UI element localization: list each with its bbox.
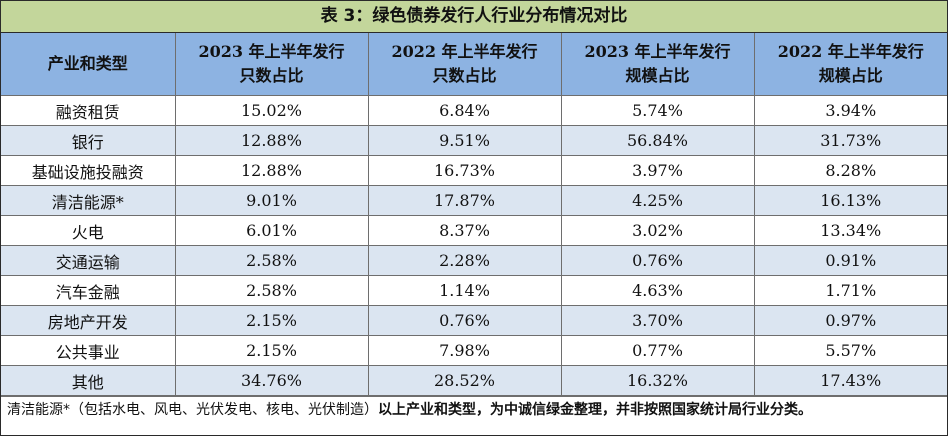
table-row: 银行 12.88% 9.51% 56.84% 31.73% [1,125,947,156]
header-col2: 2022 年上半年发行 只数占比 [367,33,562,96]
row-cell: 16.13% [753,185,947,216]
row-cell: 3.70% [560,305,755,336]
row-cell: 0.76% [367,305,562,336]
table-row: 基础设施投融资 12.88% 16.73% 3.97% 8.28% [1,155,947,186]
table-row: 火电 6.01% 8.37% 3.02% 13.34% [1,215,947,246]
row-cell: 15.02% [174,95,369,126]
header-col3-line2: 规模占比 [625,66,690,85]
row-cell: 13.34% [753,215,947,246]
row-cell: 17.43% [753,365,947,396]
row-category: 其他 [1,365,176,396]
row-cell: 3.02% [560,215,755,246]
table-row: 房地产开发 2.15% 0.76% 3.70% 0.97% [1,305,947,336]
row-cell: 5.57% [753,335,947,366]
row-cell: 6.84% [367,95,562,126]
table-row: 其他 34.76% 28.52% 16.32% 17.43% [1,365,947,396]
row-cell: 6.01% [174,215,369,246]
table-row: 交通运输 2.58% 2.28% 0.76% 0.91% [1,245,947,276]
row-cell: 34.76% [174,365,369,396]
row-cell: 16.32% [560,365,755,396]
table-row: 融资租赁 15.02% 6.84% 5.74% 3.94% [1,95,947,126]
row-category: 融资租赁 [1,95,176,126]
data-table: 产业和类型 2023 年上半年发行 只数占比 2022 年上半年发行 只数占比 20… [1,33,947,396]
row-category: 公共事业 [1,335,176,366]
row-cell: 2.15% [174,305,369,336]
row-category: 交通运输 [1,245,176,276]
row-cell: 16.73% [367,155,562,186]
row-cell: 0.97% [753,305,947,336]
row-cell: 9.51% [367,125,562,156]
header-col1-line1: 2023 年上半年发行 [198,42,345,61]
row-cell: 3.94% [753,95,947,126]
header-col2-line1: 2022 年上半年发行 [391,42,538,61]
row-cell: 56.84% [560,125,755,156]
row-cell: 12.88% [174,125,369,156]
footnote-bold: 以上产业和类型，为中诚信绿金整理，并非按照国家统计局行业分类。 [378,402,812,418]
row-cell: 4.25% [560,185,755,216]
row-cell: 1.14% [367,275,562,306]
header-category-label: 产业和类型 [47,54,128,73]
row-cell: 2.58% [174,275,369,306]
header-row: 产业和类型 2023 年上半年发行 只数占比 2022 年上半年发行 只数占比 20… [1,33,947,96]
row-category: 银行 [1,125,176,156]
header-category: 产业和类型 [1,33,176,96]
row-category: 房地产开发 [1,305,176,336]
header-col4-line1: 2022 年上半年发行 [777,42,924,61]
header-col3: 2023 年上半年发行 规模占比 [560,33,755,96]
row-cell: 2.58% [174,245,369,276]
row-cell: 7.98% [367,335,562,366]
row-cell: 31.73% [753,125,947,156]
row-cell: 3.97% [560,155,755,186]
row-cell: 1.71% [753,275,947,306]
row-category: 基础设施投融资 [1,155,176,186]
footnote-normal: 清洁能源*（包括水电、风电、光伏发电、核电、光伏制造） [7,402,378,418]
row-cell: 0.77% [560,335,755,366]
row-cell: 0.76% [560,245,755,276]
row-category: 火电 [1,215,176,246]
row-cell: 17.87% [367,185,562,216]
table-title: 表 3：绿色债券发行人行业分布情况对比 [1,1,947,33]
row-category: 汽车金融 [1,275,176,306]
table-row: 汽车金融 2.58% 1.14% 4.63% 1.71% [1,275,947,306]
header-col2-line2: 只数占比 [432,66,497,85]
row-cell: 4.63% [560,275,755,306]
row-cell: 2.15% [174,335,369,366]
header-col4-line2: 规模占比 [818,66,883,85]
row-cell: 5.74% [560,95,755,126]
table-row: 公共事业 2.15% 7.98% 0.77% 5.57% [1,335,947,366]
row-cell: 9.01% [174,185,369,216]
footnote: 清洁能源*（包括水电、风电、光伏发电、核电、光伏制造）以上产业和类型，为中诚信绿… [1,396,947,423]
row-cell: 2.28% [367,245,562,276]
row-cell: 0.91% [753,245,947,276]
header-col3-line1: 2023 年上半年发行 [584,42,731,61]
header-col1: 2023 年上半年发行 只数占比 [174,33,369,96]
row-cell: 8.28% [753,155,947,186]
row-cell: 12.88% [174,155,369,186]
row-category: 清洁能源* [1,185,176,216]
row-cell: 8.37% [367,215,562,246]
header-col1-line2: 只数占比 [239,66,304,85]
header-col4: 2022 年上半年发行 规模占比 [753,33,947,96]
table-row: 清洁能源* 9.01% 17.87% 4.25% 16.13% [1,185,947,216]
row-cell: 28.52% [367,365,562,396]
